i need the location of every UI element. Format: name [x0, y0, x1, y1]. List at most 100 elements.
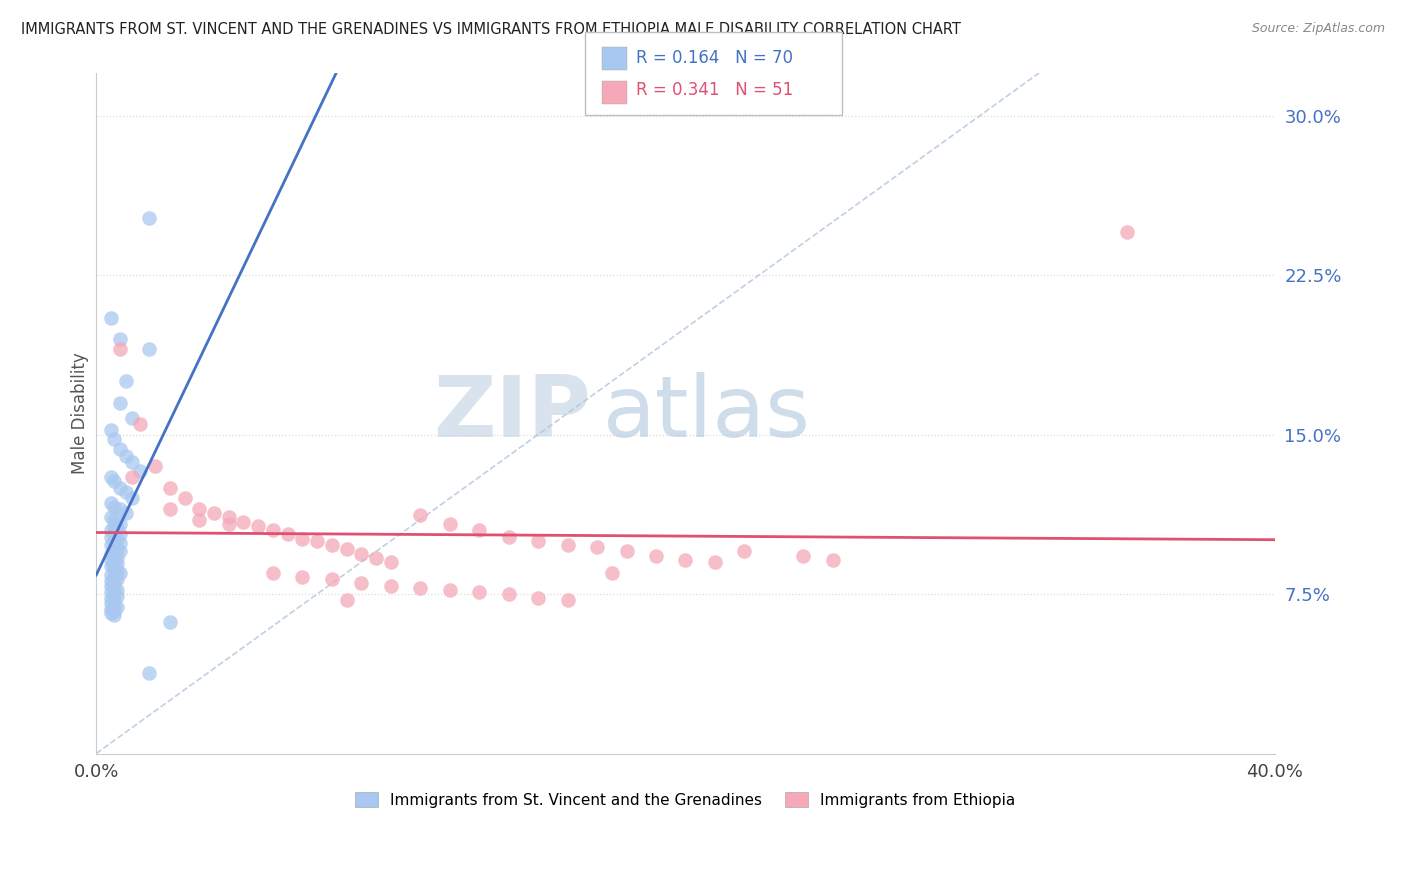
Point	[105, 572, 128, 586]
Point	[100, 538, 122, 552]
Point	[557, 593, 579, 607]
Point	[350, 576, 373, 591]
Point	[103, 432, 125, 446]
Point	[105, 532, 128, 546]
Point	[262, 566, 284, 580]
Point	[645, 549, 668, 563]
Point	[103, 555, 125, 569]
Point	[336, 593, 359, 607]
Point	[821, 553, 844, 567]
Point	[103, 525, 125, 540]
Point	[792, 549, 814, 563]
Point	[129, 464, 152, 478]
Point	[100, 585, 122, 599]
Point	[616, 544, 638, 558]
Point	[600, 566, 623, 580]
Point	[439, 516, 461, 531]
Text: ZIP: ZIP	[433, 372, 591, 455]
Point	[103, 593, 125, 607]
Point	[103, 519, 125, 533]
Point	[247, 519, 270, 533]
Point	[527, 591, 550, 606]
Legend: Immigrants from St. Vincent and the Grenadines, Immigrants from Ethiopia: Immigrants from St. Vincent and the Gren…	[349, 786, 1022, 814]
Point	[105, 550, 128, 565]
Point	[498, 530, 520, 544]
Point	[138, 665, 160, 680]
Point	[108, 442, 131, 457]
Point	[188, 502, 211, 516]
Point	[159, 502, 181, 516]
Point	[108, 544, 131, 558]
Point	[108, 527, 131, 541]
Point	[108, 332, 131, 346]
Point	[291, 570, 314, 584]
Point	[143, 459, 166, 474]
Point	[138, 211, 160, 225]
Point	[188, 512, 211, 526]
Point	[103, 604, 125, 618]
Text: R = 0.341   N = 51: R = 0.341 N = 51	[636, 81, 793, 99]
Point	[108, 343, 131, 357]
Point	[103, 475, 125, 489]
Point	[498, 587, 520, 601]
Point	[103, 500, 125, 514]
Point	[121, 410, 143, 425]
Point	[350, 547, 373, 561]
Point	[1116, 226, 1139, 240]
Point	[100, 606, 122, 620]
Point	[703, 555, 725, 569]
Point	[173, 491, 195, 506]
Point	[100, 495, 122, 509]
Point	[114, 375, 136, 389]
Point	[108, 566, 131, 580]
Point	[103, 581, 125, 595]
Point	[108, 502, 131, 516]
Point	[108, 536, 131, 550]
Point	[557, 538, 579, 552]
Point	[103, 549, 125, 563]
Point	[100, 567, 122, 582]
Point	[364, 550, 387, 565]
Point	[108, 516, 131, 531]
Point	[114, 484, 136, 499]
Point	[100, 310, 122, 325]
Point	[100, 470, 122, 484]
Point	[121, 455, 143, 469]
Point	[232, 515, 254, 529]
Text: Source: ZipAtlas.com: Source: ZipAtlas.com	[1251, 22, 1385, 36]
Point	[103, 512, 125, 526]
Point	[105, 542, 128, 557]
Point	[468, 523, 491, 537]
Point	[321, 572, 343, 586]
Point	[527, 533, 550, 548]
Y-axis label: Male Disability: Male Disability	[72, 352, 89, 475]
Point	[159, 481, 181, 495]
Point	[105, 558, 128, 572]
Point	[103, 608, 125, 623]
Point	[100, 602, 122, 616]
Point	[586, 540, 609, 554]
Point	[291, 532, 314, 546]
Point	[159, 615, 181, 629]
Point	[121, 491, 143, 506]
Point	[380, 555, 402, 569]
Point	[105, 521, 128, 535]
Point	[100, 578, 122, 592]
Point	[129, 417, 152, 431]
Text: R = 0.164   N = 70: R = 0.164 N = 70	[636, 49, 793, 68]
Point	[138, 343, 160, 357]
Point	[103, 598, 125, 612]
Point	[218, 510, 240, 524]
Point	[100, 574, 122, 589]
Point	[100, 547, 122, 561]
Point	[218, 516, 240, 531]
Point	[468, 585, 491, 599]
Point	[103, 540, 125, 554]
Point	[100, 510, 122, 524]
Point	[100, 591, 122, 606]
Point	[121, 470, 143, 484]
Point	[100, 423, 122, 437]
Point	[114, 449, 136, 463]
Point	[733, 544, 755, 558]
Point	[103, 576, 125, 591]
